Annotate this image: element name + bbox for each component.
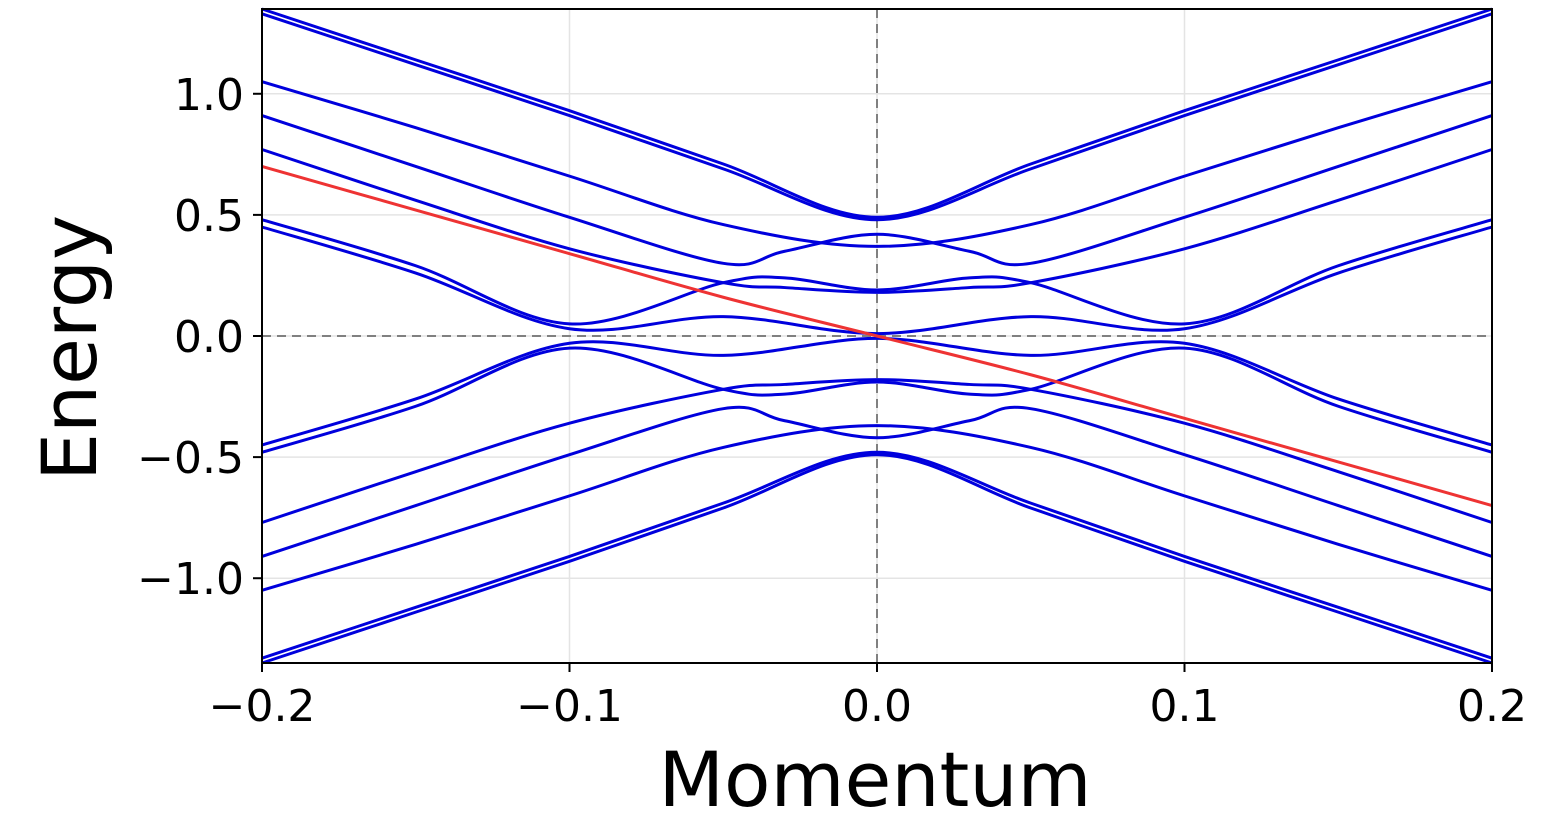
band-line-13 [261,450,1493,660]
x-axis-ticks: −0.2 −0.1 0.0 0.1 0.2 [209,663,1527,732]
band-line-7 [261,225,1493,336]
band-line-4 [261,114,1493,267]
band-line-6 [261,218,1493,326]
band-line-12 [261,424,1493,592]
y-tick-label: 1.0 [174,70,244,121]
band-lines [261,7,1493,665]
x-tick-label: −0.2 [209,681,316,732]
x-tick-label: 0.0 [842,681,912,732]
x-tick-label: −0.1 [516,681,623,732]
x-tick-label: 0.2 [1457,681,1527,732]
x-axis-label: Momentum [658,735,1091,824]
y-tick-label: 0.5 [174,191,244,242]
band-line-1 [261,7,1493,219]
band-line-10 [261,378,1493,524]
band-line-8 [261,336,1493,447]
y-axis-label: Energy [25,215,114,481]
band-line-11 [261,405,1493,558]
y-tick-label: 0.0 [174,312,244,363]
x-tick-label: 0.1 [1150,681,1220,732]
y-tick-label: −0.5 [137,433,244,484]
band-line-14 [261,453,1493,665]
band-line-5 [261,148,1493,294]
highlighted-band-line [261,164,1493,508]
y-tick-label: −1.0 [137,554,244,605]
y-axis-ticks: −1.0 −0.5 0.0 0.5 1.0 [137,70,262,605]
band-line-2 [261,12,1493,222]
band-line-3 [261,80,1493,248]
band-line-9 [261,346,1493,454]
